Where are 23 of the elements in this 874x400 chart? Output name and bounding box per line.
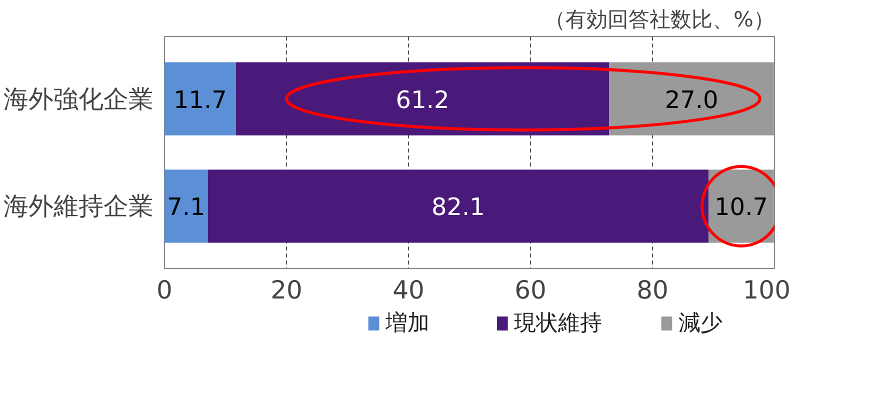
x-tick-label: 100	[742, 276, 790, 304]
bar	[164, 62, 236, 136]
data-label: 27.0	[664, 86, 718, 114]
chart-title: （有効回答社数比、%）	[544, 8, 775, 32]
bar	[208, 170, 709, 243]
x-tick-label: 0	[156, 276, 172, 304]
legend-label: 減少	[678, 311, 722, 336]
x-tick-label: 80	[636, 276, 668, 304]
data-label: 82.1	[431, 193, 485, 222]
x-tick-label: 20	[270, 276, 302, 304]
data-label: 61.2	[396, 86, 450, 114]
data-label: 11.7	[173, 86, 227, 114]
data-label: 10.7	[714, 193, 768, 222]
legend-label: 現状維持	[514, 311, 602, 336]
legend-label: 増加	[384, 311, 430, 336]
y-tick-label: 海外強化企業	[4, 84, 154, 114]
y-tick-label: 海外維持企業	[4, 192, 154, 221]
bar	[164, 170, 208, 243]
x-tick-label: 60	[514, 276, 546, 304]
data-label: 7.1	[167, 193, 206, 222]
x-tick-label: 40	[392, 276, 424, 304]
bar	[236, 62, 610, 136]
bar	[609, 62, 774, 136]
